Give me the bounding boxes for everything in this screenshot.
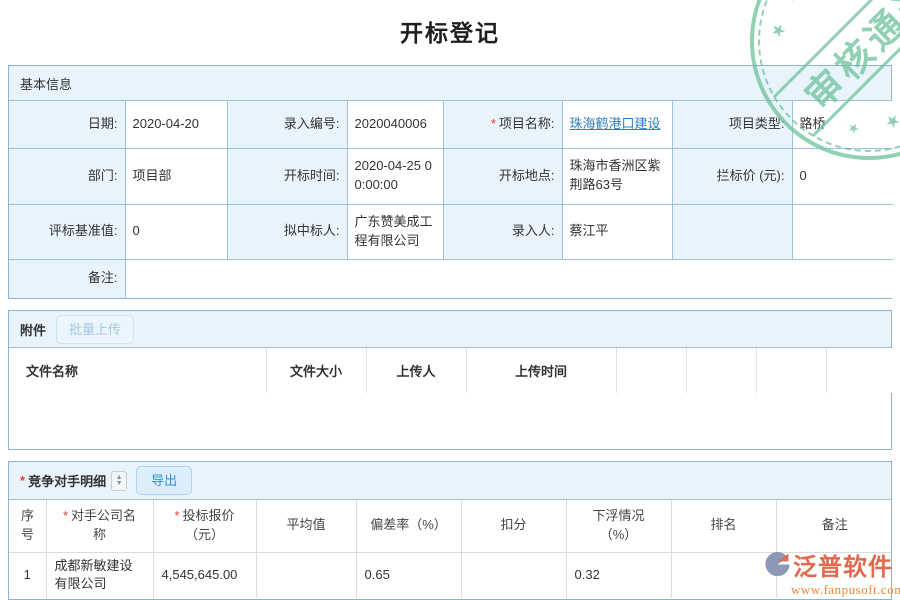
field-value-project-name: 珠海鹤港口建设 (561, 100, 673, 149)
field-value-proposed-winner: 广东赞美成工程有限公司 (346, 203, 444, 260)
competitor-section-header: * 竞争对手明细 ▲ ▼ 导出 (9, 462, 891, 500)
sort-toggle-icon[interactable]: ▲ ▼ (111, 470, 128, 491)
basic-info-section-header: 基本信息 (9, 66, 891, 101)
field-label-proposed-winner: 拟中标人: (226, 203, 348, 260)
field-value-bid-open-place: 珠海市香洲区紫荆路63号 (561, 147, 673, 205)
field-label-project-type: 项目类型: (671, 100, 793, 149)
field-value-bid-open-time: 2020-04-25 00:00:00 (346, 147, 444, 205)
comp-col-rank: 排名 (670, 499, 777, 553)
required-mark: * (20, 473, 26, 488)
comp-cell-seq: 1 (9, 551, 47, 599)
field-value-project-type: 路桥 (791, 100, 894, 149)
batch-upload-button[interactable]: 批量上传 (56, 314, 135, 344)
comp-cell-rank (670, 551, 777, 599)
attachments-panel: 附件 批量上传 文件名称 文件大小 上传人 上传时间 (8, 310, 894, 450)
basic-info-section-title: 基本信息 (20, 76, 73, 92)
competitor-section-title: 竞争对手明细 (28, 474, 107, 489)
comp-col-company: * 对手公司名称 (45, 499, 154, 553)
field-label-entry-no: 录入编号: (226, 100, 348, 149)
field-label-remark: 备注: (8, 258, 126, 299)
comp-cell-remark (775, 551, 891, 599)
comp-cell-company: 成都新敏建设有限公司 (45, 551, 154, 599)
required-mark: * (490, 115, 496, 131)
field-value-recorder: 蔡江平 (561, 203, 673, 260)
attach-col-empty (755, 347, 827, 394)
comp-col-seq: 序号 (9, 499, 47, 553)
field-value-ceiling-price: 0 (791, 147, 894, 205)
field-label-empty (671, 203, 793, 260)
attach-col-empty (685, 347, 757, 394)
field-value-empty (791, 203, 894, 260)
comp-col-bid-price: * 投标报价（元） (152, 499, 257, 553)
field-label-bid-open-time: 开标时间: (226, 147, 348, 205)
field-label-bid-open-place: 开标地点: (442, 147, 563, 205)
comp-cell-average (255, 551, 357, 599)
attach-col-file-size: 文件大小 (265, 347, 367, 394)
page-title: 开标登记 (400, 20, 500, 46)
comp-col-deviation: 偏差率（%） (355, 499, 462, 553)
comp-col-average: 平均值 (255, 499, 357, 553)
field-value-department: 项目部 (124, 147, 228, 205)
field-value-date: 2020-04-20 (124, 100, 228, 149)
field-value-remark (124, 258, 894, 299)
field-label-department: 部门: (8, 147, 126, 205)
attachments-section-header: 附件 批量上传 (9, 311, 891, 348)
field-value-entry-no: 2020040006 (346, 100, 444, 149)
basic-info-table: 日期: 2020-04-20 录入编号: 2020040006 * 项目名称: 珠… (8, 100, 894, 299)
project-name-link[interactable]: 珠海鹤港口建设 (569, 115, 661, 131)
field-label-ceiling-price: 拦标价 (元): (671, 147, 793, 205)
comp-cell-deviation: 0.65 (355, 551, 462, 599)
star-icon: ★ (781, 0, 802, 6)
comp-col-remark: 备注 (775, 499, 891, 553)
comp-cell-deduction (460, 551, 567, 599)
basic-info-panel: 基本信息 日期: 2020-04-20 录入编号: 2020040006 * 项目… (8, 65, 894, 299)
attach-col-upload-time: 上传时间 (465, 347, 617, 394)
table-row: 1 成都新敏建设有限公司 4,545,645.00 0.65 0.32 (9, 551, 891, 599)
field-label-eval-base: 评标基准值: (8, 203, 126, 260)
attachments-section-title: 附件 (20, 322, 47, 338)
required-mark: * (62, 507, 69, 523)
attachments-empty-body (9, 393, 891, 449)
attach-col-empty (615, 347, 687, 394)
attach-col-uploader: 上传人 (365, 347, 467, 394)
required-mark: * (174, 507, 180, 523)
field-value-eval-base: 0 (124, 203, 228, 260)
field-label-project-name: * 项目名称: (442, 100, 563, 149)
comp-col-float-down: 下浮情况（%） (565, 499, 672, 553)
competitor-details-panel: * 竞争对手明细 ▲ ▼ 导出 序号 * 对手公司名称 * 投标报价（元） 平均值 偏… (8, 461, 892, 600)
comp-cell-float-down: 0.32 (565, 551, 672, 599)
field-label-recorder: 录入人: (442, 203, 563, 260)
field-label-date: 日期: (8, 100, 126, 149)
attach-col-empty (825, 347, 894, 394)
comp-col-deduction: 扣分 (460, 499, 567, 553)
competitor-table: 序号 * 对手公司名称 * 投标报价（元） 平均值 偏差率（%） 扣分 下浮情况（%… (9, 499, 891, 599)
export-button[interactable]: 导出 (136, 466, 193, 495)
comp-cell-bid-price: 4,545,645.00 (152, 551, 257, 599)
attachments-table: 文件名称 文件大小 上传人 上传时间 (8, 347, 894, 394)
attach-col-file-name: 文件名称 (8, 347, 267, 394)
